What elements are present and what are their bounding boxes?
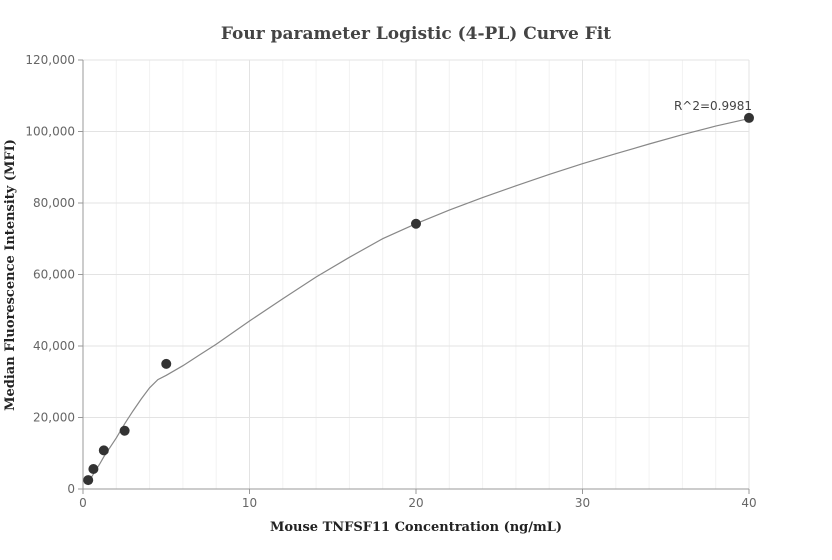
data-point bbox=[119, 425, 130, 436]
annotation-layer: R^2=0.9981 bbox=[674, 99, 752, 113]
y-tick-label: 40,000 bbox=[33, 339, 75, 353]
data-point bbox=[88, 463, 99, 474]
x-tick-label: 30 bbox=[575, 496, 590, 510]
fit-curve-line bbox=[87, 118, 750, 483]
y-tick-label: 0 bbox=[67, 482, 75, 496]
axes bbox=[78, 59, 750, 494]
data-point bbox=[98, 445, 109, 456]
x-tick-label: 0 bbox=[79, 496, 87, 510]
data-point bbox=[744, 112, 754, 123]
major-grid bbox=[83, 59, 750, 489]
data-point bbox=[411, 218, 421, 229]
chart-title: Four parameter Logistic (4-PL) Curve Fit bbox=[221, 24, 611, 44]
fit-curve-layer bbox=[87, 118, 750, 483]
x-tick-label: 10 bbox=[242, 496, 257, 510]
r-squared-label: R^2=0.9981 bbox=[674, 99, 752, 113]
y-tick-label: 20,000 bbox=[33, 411, 75, 425]
x-axis-title: Mouse TNFSF11 Concentration (ng/mL) bbox=[270, 520, 562, 535]
y-tick-label: 120,000 bbox=[25, 53, 75, 67]
data-points-layer bbox=[83, 112, 754, 486]
x-tick-label: 40 bbox=[741, 496, 756, 510]
y-axis-title: Median Fluorescence Intensity (MFI) bbox=[3, 139, 18, 411]
data-point bbox=[83, 475, 94, 486]
x-tick-label: 20 bbox=[408, 496, 423, 510]
tick-labels: 0 10 20 30 40 0 20,000 40,000 60,000 80,000 100,00… bbox=[25, 53, 756, 510]
y-tick-label: 80,000 bbox=[33, 196, 75, 210]
y-tick-label: 100,000 bbox=[25, 125, 75, 139]
data-point bbox=[161, 358, 172, 369]
y-tick-label: 60,000 bbox=[33, 268, 75, 282]
